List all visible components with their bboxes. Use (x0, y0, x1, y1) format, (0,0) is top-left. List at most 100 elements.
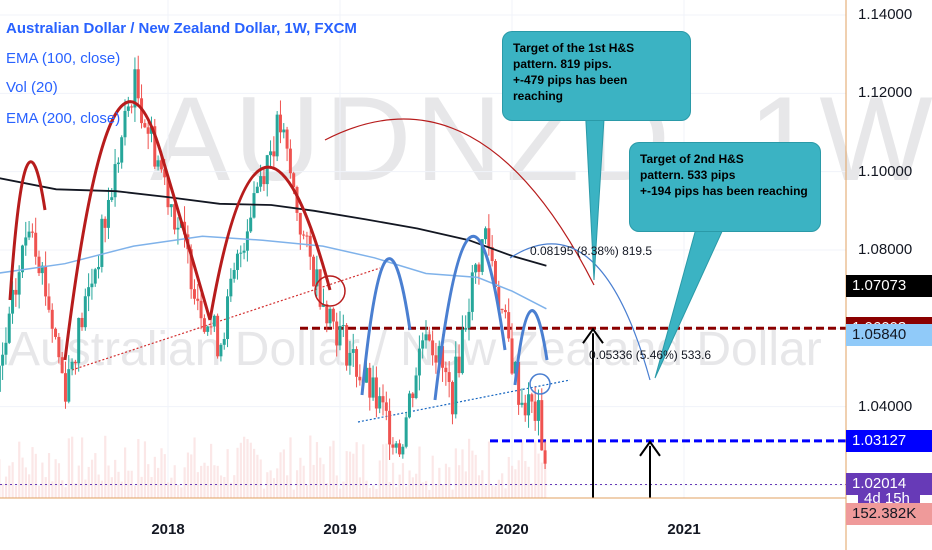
volume-bar (296, 470, 299, 498)
volume-bar (544, 440, 547, 498)
volume-bar (441, 484, 444, 498)
volume-bar (355, 442, 358, 498)
volume-bar (319, 457, 322, 498)
candle-body (153, 126, 157, 167)
candle-body (424, 334, 428, 341)
candle-body (126, 106, 130, 111)
candle-body (262, 176, 266, 185)
candle-body (302, 234, 306, 236)
volume-bar (28, 474, 31, 498)
volume-bar (434, 485, 438, 498)
volume-bar (365, 480, 368, 498)
candle-body (47, 296, 51, 310)
candle-body (308, 235, 312, 257)
candle-body (318, 269, 322, 307)
volume-bar (47, 453, 51, 498)
candle-body (345, 325, 349, 366)
volume-bar (438, 467, 441, 498)
candle-body (523, 402, 527, 416)
volume-bar (51, 481, 54, 498)
candle-body (269, 151, 273, 156)
arc-left-shoulder-2 (360, 257, 412, 396)
candle-body (298, 212, 302, 235)
breakout-circle-1 (314, 275, 346, 307)
candle-body (37, 256, 41, 274)
volume-bar (504, 488, 507, 498)
volume-bar (94, 453, 97, 498)
candle-body (242, 250, 246, 253)
volume-bar (382, 444, 385, 498)
candle-body (24, 237, 28, 246)
volume-bar (415, 473, 418, 498)
candle-body (378, 396, 382, 409)
candle-body (444, 367, 448, 373)
volume-bar (170, 477, 173, 498)
volume-bar (514, 469, 517, 498)
measurement-second: 0.05336 (5.46%) 533.6 (589, 348, 712, 362)
candle-body (113, 164, 117, 198)
volume-bar (41, 462, 44, 498)
ema-line (0, 177, 547, 267)
candle-body (540, 400, 544, 451)
candle-body (80, 317, 84, 328)
indicator-ema-200[interactable]: EMA (200, close) (6, 110, 121, 127)
volume-bar (329, 446, 332, 498)
volume-bar (262, 488, 266, 498)
candle-body (348, 352, 352, 366)
candle-body (259, 176, 263, 187)
candle-body (120, 137, 124, 163)
candle-body (272, 151, 276, 157)
volume-bar (289, 437, 292, 498)
volume-bar (372, 485, 375, 498)
y-tick-label: 1.14000 (858, 6, 913, 23)
candle-body (17, 272, 21, 295)
volume-bar (309, 435, 312, 498)
volume-bar (511, 465, 514, 498)
candle-body (321, 304, 325, 307)
volume-bar (497, 479, 500, 498)
candle-body (100, 218, 104, 267)
candle-body (156, 160, 160, 167)
volume-bar (114, 459, 117, 498)
volume-bar (444, 463, 448, 498)
volume-bar (411, 477, 414, 498)
candle-body (27, 231, 31, 238)
candle-body (73, 361, 77, 364)
candle-body (103, 218, 107, 228)
candle-body (212, 315, 216, 327)
volume-bar (0, 459, 1, 498)
candle-body (414, 375, 418, 399)
candle-body (255, 186, 259, 194)
volume-bar (133, 485, 137, 498)
candle-body (437, 346, 441, 363)
candle-body (166, 177, 170, 208)
candle-body (536, 400, 540, 421)
volume-bar (302, 465, 305, 498)
volume-bar (74, 483, 77, 498)
indicator-ema-100[interactable]: EMA (100, close) (6, 50, 121, 67)
candle-body (4, 342, 8, 355)
indicator-vol[interactable]: Vol (20) (6, 79, 58, 96)
volume-bar (11, 462, 14, 498)
candle-body (70, 361, 74, 370)
candle-body (374, 377, 378, 409)
volume-bar (299, 457, 302, 498)
volume-bar (71, 436, 74, 498)
candle-body (441, 346, 445, 368)
volume-bar (378, 460, 381, 498)
candle-body (497, 287, 501, 309)
volume-bar (57, 463, 61, 498)
arc-head-2 (433, 234, 507, 401)
y-tick-label: 1.10000 (858, 162, 913, 180)
candle-body (196, 298, 200, 301)
candles (0, 55, 547, 470)
price-levels (0, 326, 846, 485)
candle-body (288, 148, 292, 174)
volume-bar (266, 472, 269, 498)
volume-bar (292, 489, 295, 498)
candle-body (222, 339, 226, 345)
volume-bar (431, 455, 434, 498)
candle-body (447, 372, 451, 382)
